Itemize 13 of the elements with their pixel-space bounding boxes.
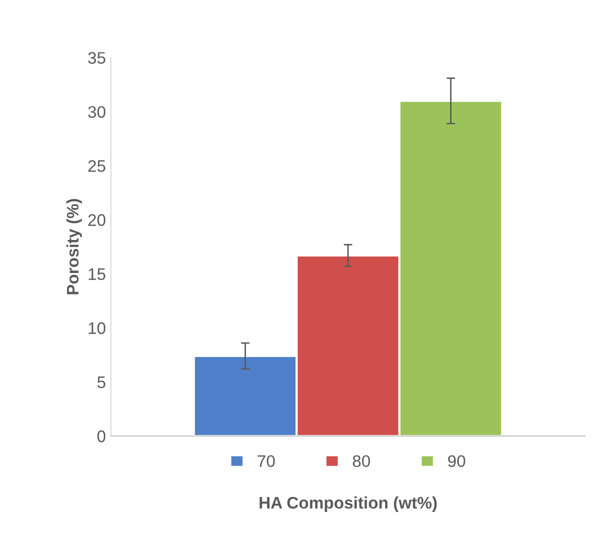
x-axis-title: HA Composition (wt%) xyxy=(260,496,437,512)
y-tick-label: 25 xyxy=(88,160,106,172)
y-tick-label: 35 xyxy=(88,52,106,64)
y-axis-title: Porosity (%) xyxy=(66,199,82,294)
legend-label: 70 xyxy=(258,455,275,468)
y-tick-label: 0 xyxy=(97,430,106,442)
y-tick-label: 10 xyxy=(88,322,106,334)
y-tick-label: 30 xyxy=(88,106,106,118)
legend-label: 90 xyxy=(448,455,466,468)
legend-label: 80 xyxy=(352,455,370,468)
y-tick-label: 15 xyxy=(88,268,106,280)
y-tick-label: 20 xyxy=(88,214,106,226)
y-tick-label: 5 xyxy=(97,376,106,388)
